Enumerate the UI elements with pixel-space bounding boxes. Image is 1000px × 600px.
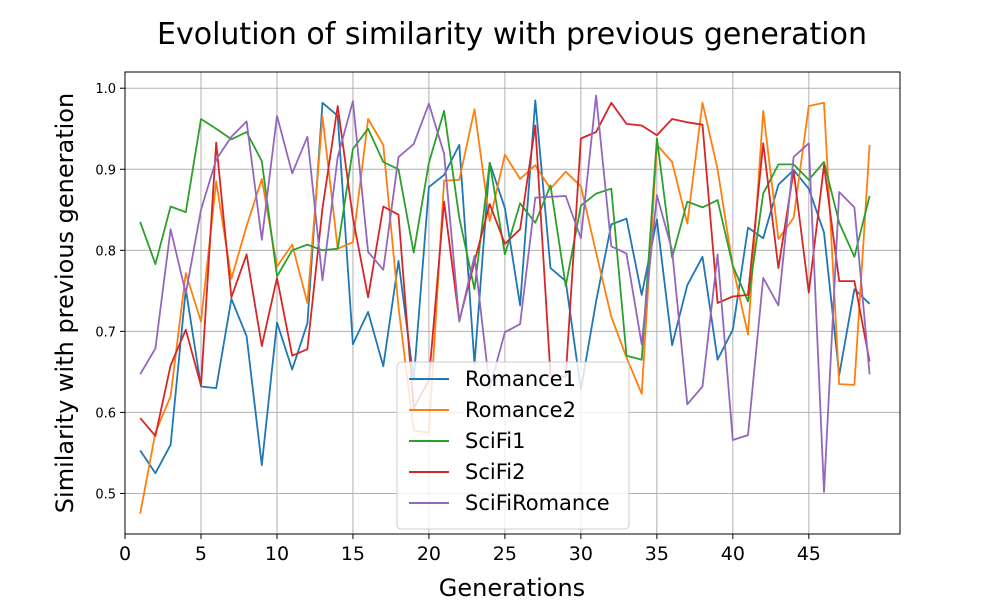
x-tick-label: 5	[195, 543, 207, 565]
grid-lines	[124, 72, 900, 534]
legend-label: SciFi2	[465, 460, 525, 484]
legend-box	[396, 361, 630, 530]
y-tick-label: 1.0	[95, 82, 116, 97]
x-tick-label: 10	[265, 543, 289, 565]
legend-label: SciFi1	[465, 429, 525, 453]
y-tick-label: 0.5	[95, 487, 116, 502]
y-tick-label: 0.7	[95, 325, 116, 340]
x-tick-label: 0	[119, 543, 131, 565]
series-lines	[139, 94, 871, 514]
x-tick-label: 40	[721, 543, 745, 565]
x-axis-label: Generations	[439, 574, 585, 600]
series-line-romance2	[139, 101, 871, 514]
x-tick-label: 25	[493, 543, 517, 565]
plot-area-frame	[124, 71, 901, 535]
chart-title: Evolution of similarity with previous ge…	[157, 17, 867, 52]
x-tick-label: 20	[417, 543, 441, 565]
series-line-scifiromance	[139, 94, 871, 493]
legend-label: Romance1	[465, 367, 576, 391]
x-tick-label: 15	[341, 543, 365, 565]
y-tick-label: 0.9	[95, 163, 116, 178]
legend: Romance1 Romance2 SciFi1 SciFi2 SciFiRomance	[396, 361, 630, 530]
series-line-romance1	[139, 99, 871, 475]
legend-label: SciFiRomance	[465, 491, 610, 515]
legend-label: Romance2	[465, 398, 576, 422]
y-tick-label: 0.8	[95, 244, 116, 259]
x-tick-label: 35	[645, 543, 669, 565]
x-tick-label: 30	[569, 543, 593, 565]
x-tick-label: 45	[797, 543, 821, 565]
y-tick-label: 0.6	[95, 406, 116, 421]
axis-ticks: 0 5 10 15 20 25 30 35 40 45 0.5 0.6 0.7 0.8 0.9 1.0	[95, 82, 821, 565]
series-line-scifi1	[139, 110, 871, 361]
series-line-scifi2	[139, 101, 871, 437]
y-axis-label: Similarity with previous generation	[51, 93, 79, 513]
